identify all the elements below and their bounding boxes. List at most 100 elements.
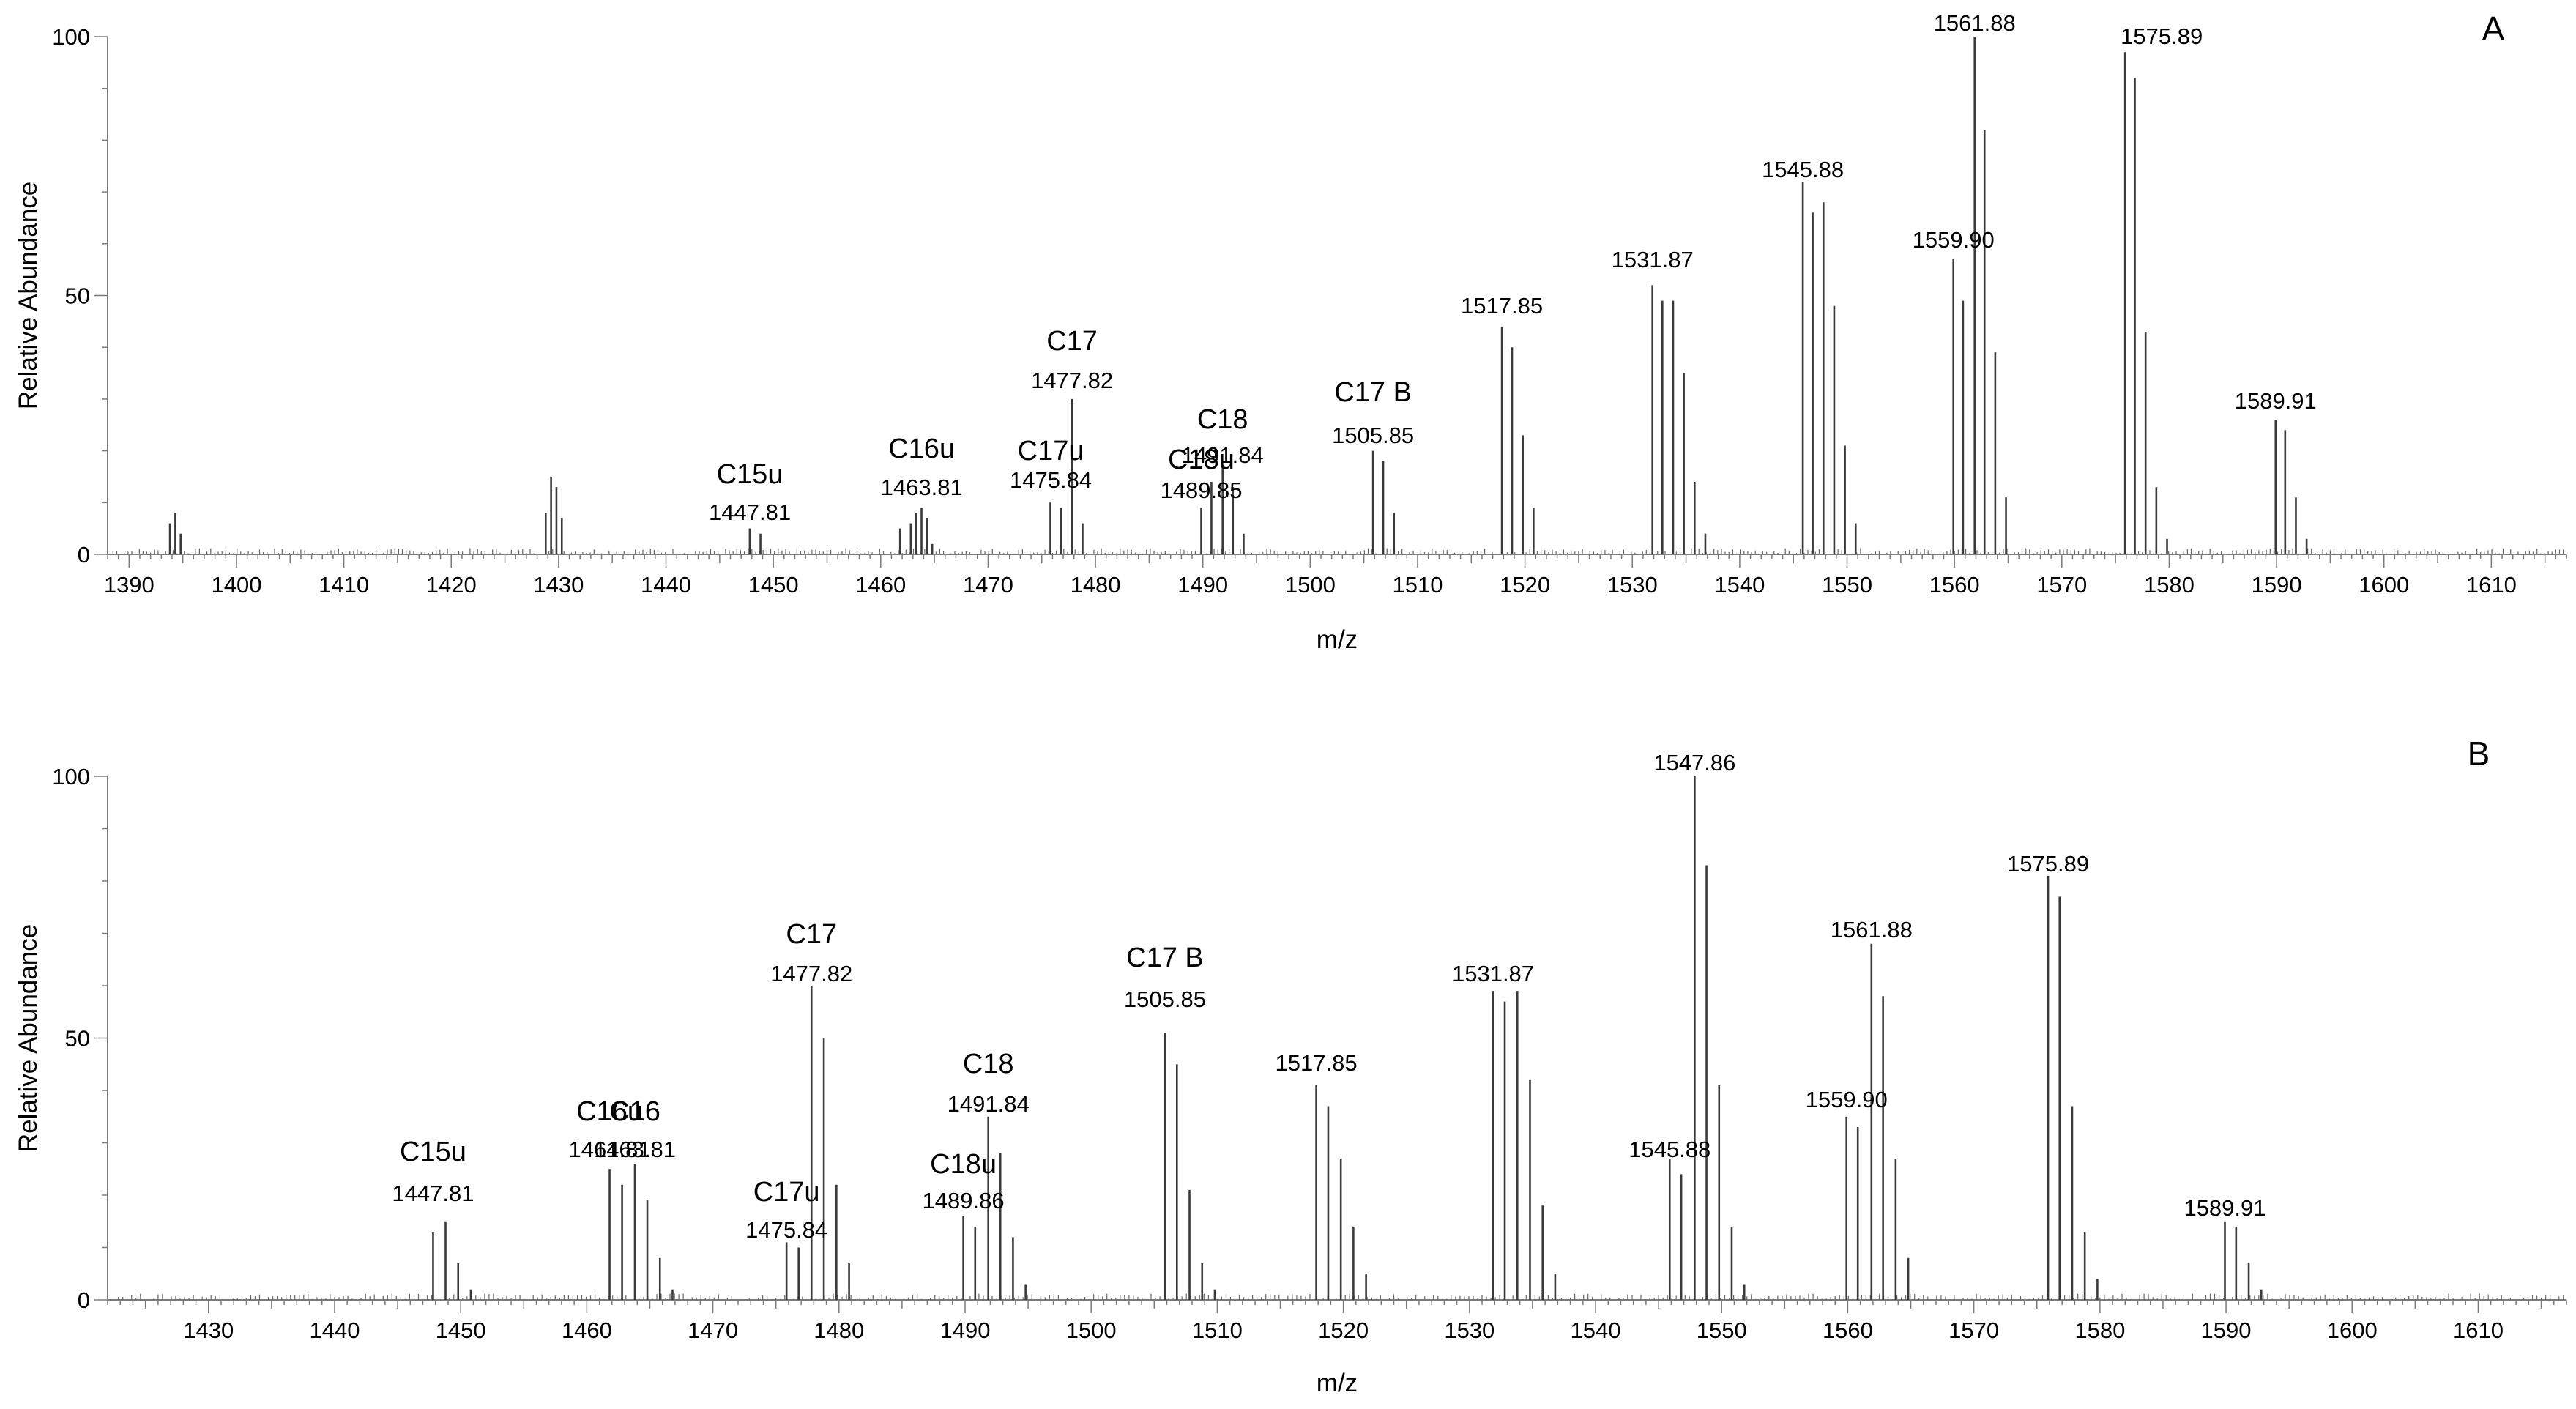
y-tick-label: 50 — [65, 1026, 90, 1052]
peak-value-label: 1489.86 — [923, 1188, 1005, 1213]
x-tick-label: 1480 — [1071, 572, 1121, 598]
peak-value-label: 1531.87 — [1452, 961, 1534, 986]
peak-name-label: C17 B — [1126, 943, 1204, 973]
peak-value-label: 1505.85 — [1332, 423, 1414, 448]
x-tick-label: 1440 — [309, 1317, 360, 1343]
x-tick-label: 1420 — [426, 572, 477, 598]
peak-name-label: C18u — [1168, 445, 1235, 475]
peak-name-label: C17u — [753, 1177, 820, 1208]
x-tick-label: 1500 — [1285, 572, 1336, 598]
baseline-noise — [113, 1293, 2564, 1300]
x-tick-label: 1540 — [1571, 1317, 1621, 1343]
x-tick-label: 1550 — [1822, 572, 1872, 598]
x-tick-label: 1480 — [814, 1317, 864, 1343]
peak-name-label: C15u — [400, 1137, 466, 1167]
panel-label: B — [2468, 735, 2490, 773]
y-axis-label: Relative Abundance — [14, 182, 42, 409]
peak-name-label: C18 — [1197, 404, 1248, 435]
peak-value-label: 1575.89 — [2007, 851, 2089, 877]
peak-value-label: 1477.82 — [770, 961, 852, 986]
peak-value-label: 1517.85 — [1461, 293, 1543, 319]
panel-label: A — [2482, 10, 2505, 48]
peak-value-label: 1561.88 — [1934, 10, 2016, 36]
panel-A: 1390 1400 1410 1420 1430 1440 1450 1460 1470 1480… — [14, 10, 2567, 654]
x-tick-label: 1450 — [436, 1317, 486, 1343]
x-tick-label: 1580 — [2074, 1317, 2125, 1343]
y-tick-label: 50 — [65, 283, 90, 309]
x-tick-label: 1600 — [2359, 572, 2409, 598]
x-tick-label: 1390 — [104, 572, 155, 598]
x-tick-label: 1460 — [562, 1317, 612, 1343]
x-tick-label: 1560 — [1823, 1317, 1873, 1343]
x-tick-label: 1540 — [1714, 572, 1765, 598]
x-tick-label: 1610 — [2466, 572, 2517, 598]
peak-name-label: C17 B — [1334, 377, 1412, 408]
peak-name-label: C16u — [888, 434, 955, 464]
peak-name-label: C16 — [609, 1096, 660, 1127]
x-tick-label: 1520 — [1318, 1317, 1369, 1343]
peak-value-label: 1505.85 — [1124, 986, 1206, 1012]
peak-value-label: 1491.84 — [1182, 442, 1264, 468]
x-tick-label: 1430 — [533, 572, 584, 598]
x-tick-label: 1470 — [963, 572, 1013, 598]
x-tick-label: 1530 — [1444, 1317, 1494, 1343]
peak-value-label: 1559.90 — [1913, 227, 1995, 253]
x-tick-label: 1500 — [1066, 1317, 1117, 1343]
x-tick-label: 1450 — [748, 572, 799, 598]
peak-value-label: 1475.84 — [1010, 467, 1092, 493]
peak-value-label: 1475.84 — [745, 1217, 827, 1243]
x-tick-label: 1410 — [319, 572, 369, 598]
x-tick-label: 1530 — [1607, 572, 1658, 598]
x-tick-label: 1570 — [1948, 1317, 1999, 1343]
peak-value-label: 1463.81 — [881, 475, 963, 500]
x-tick-label: 1400 — [211, 572, 261, 598]
peak-value-label: 1575.89 — [2121, 23, 2203, 49]
peak-name-label: C15u — [717, 459, 783, 490]
peak-value-label: 1561.88 — [1831, 917, 1913, 943]
x-tick-label: 1590 — [2252, 572, 2302, 598]
peak-value-label: 1447.81 — [392, 1181, 474, 1206]
peak-name-label: C17 — [786, 919, 837, 950]
baseline-noise — [112, 548, 2564, 554]
y-tick-label: 0 — [78, 1287, 90, 1313]
peak-name-label: C17 — [1046, 326, 1098, 357]
peak-value-label: 1517.85 — [1276, 1050, 1358, 1076]
x-axis-label: m/z — [1317, 1369, 1358, 1397]
peak-value-label: 1531.87 — [1612, 247, 1694, 272]
x-tick-label: 1520 — [1500, 572, 1550, 598]
peak-value-label: 1589.91 — [2184, 1195, 2266, 1221]
peak-name-label: C18 — [963, 1049, 1014, 1079]
peak-value-label: 1447.81 — [709, 499, 791, 525]
peak-name-label: C17u — [1018, 436, 1084, 466]
peak-value-label: 1461.81 — [569, 1137, 651, 1162]
peak-name-label: C18u — [930, 1149, 997, 1180]
x-tick-label: 1510 — [1392, 572, 1443, 598]
x-tick-label: 1460 — [855, 572, 906, 598]
peak-value-label: 1491.84 — [948, 1091, 1030, 1117]
y-tick-label: 100 — [52, 24, 90, 50]
x-tick-label: 1550 — [1697, 1317, 1747, 1343]
peak-name-label: C16u — [576, 1096, 643, 1127]
peak-value-label: 1547.86 — [1653, 750, 1735, 776]
peak-value-label: 1489.85 — [1160, 477, 1242, 503]
x-tick-label: 1560 — [1929, 572, 1980, 598]
x-tick-label: 1610 — [2453, 1317, 2504, 1343]
y-tick-label: 0 — [78, 542, 90, 568]
x-tick-label: 1490 — [940, 1317, 991, 1343]
peak-value-label: 1463.81 — [594, 1137, 676, 1162]
x-tick-label: 1490 — [1177, 572, 1228, 598]
peak-value-label: 1477.82 — [1031, 368, 1113, 393]
x-tick-label: 1430 — [183, 1317, 234, 1343]
x-tick-label: 1600 — [2327, 1317, 2378, 1343]
peak-value-label: 1589.91 — [2235, 388, 2317, 414]
x-tick-label: 1580 — [2144, 572, 2195, 598]
y-tick-label: 100 — [52, 764, 90, 789]
x-tick-label: 1440 — [641, 572, 691, 598]
x-axis-label: m/z — [1317, 625, 1358, 654]
peak-value-label: 1559.90 — [1806, 1087, 1888, 1112]
peak-value-label: 1545.88 — [1628, 1137, 1710, 1162]
x-tick-label: 1570 — [2036, 572, 2087, 598]
peak-value-label: 1545.88 — [1762, 157, 1844, 182]
